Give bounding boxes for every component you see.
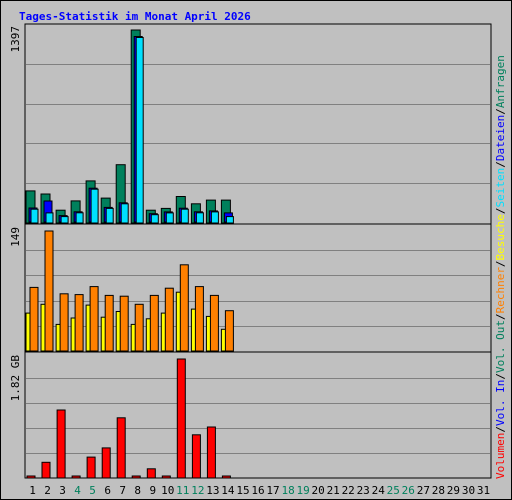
bar-rechner-7: [119, 295, 129, 352]
bar-rechner-13: [209, 294, 219, 352]
bar-volumen-6: [101, 447, 111, 479]
legend-entry: /: [494, 108, 507, 115]
bar-seiten-7: [120, 203, 129, 224]
bar-rechner-9: [149, 294, 159, 352]
x-tick-label: 14: [221, 484, 235, 497]
legend-entry: Vol. Out: [494, 320, 507, 373]
x-tick-label: 31: [477, 484, 490, 497]
x-tick-label: 19: [296, 484, 309, 497]
chart-title: Tages-Statistik im Monat April 2026: [19, 10, 251, 23]
legend-entry: /: [494, 373, 507, 380]
bar-rechner-3: [59, 293, 69, 352]
x-tick-label: 28: [432, 484, 445, 497]
x-tick-label: 30: [462, 484, 475, 497]
x-tick-label: 17: [266, 484, 279, 497]
bar-seiten-9: [150, 214, 159, 224]
bar-rechner-2: [44, 230, 54, 352]
bar-volumen-5: [86, 456, 96, 479]
bar-volumen-14: [221, 475, 231, 479]
legend-entry: Rechner: [494, 267, 507, 314]
x-tick-label: 6: [104, 484, 111, 497]
x-tick-label: 24: [372, 484, 386, 497]
bar-seiten-4: [75, 212, 84, 224]
bar-seiten-13: [210, 211, 219, 224]
y-max-label: 1397: [9, 26, 22, 53]
bar-rechner-12: [194, 286, 204, 352]
bar-volumen-4: [71, 475, 81, 479]
x-tick-label: 22: [342, 484, 355, 497]
x-tick-label: 3: [59, 484, 66, 497]
bar-rechner-10: [164, 287, 174, 352]
y-max-label: 149: [9, 227, 22, 247]
legend-entry: /: [494, 313, 507, 320]
bar-seiten-12: [195, 212, 204, 224]
x-tick-label: 8: [134, 484, 141, 497]
x-tick-label: 27: [417, 484, 430, 497]
x-tick-label: 25: [387, 484, 400, 497]
bar-rechner-1: [29, 286, 39, 352]
x-tick-label: 7: [119, 484, 126, 497]
x-tick-label: 16: [251, 484, 264, 497]
bar-seiten-14: [225, 216, 234, 224]
bar-seiten-11: [180, 208, 189, 224]
bar-seiten-10: [165, 212, 174, 224]
x-tick-label: 13: [206, 484, 219, 497]
legend-entry: Volumen: [494, 433, 507, 479]
bar-seiten-8: [135, 37, 144, 224]
x-tick-label: 23: [357, 484, 370, 497]
x-tick-label: 4: [74, 484, 81, 497]
bar-rechner-5: [89, 286, 99, 352]
x-tick-label: 21: [327, 484, 340, 497]
x-tick-label: 26: [402, 484, 415, 497]
bar-volumen-11: [176, 358, 186, 479]
legend-entry: /: [494, 161, 507, 168]
x-tick-label: 11: [176, 484, 189, 497]
x-tick-label: 5: [89, 484, 96, 497]
legend-entry: Seiten: [494, 168, 507, 208]
bar-seiten-1: [30, 208, 39, 224]
bar-seiten-6: [105, 207, 114, 224]
bar-seiten-3: [60, 216, 69, 224]
plot-border: [24, 23, 492, 479]
legend-entry: /: [494, 260, 507, 267]
bar-seiten-2: [45, 212, 54, 224]
bar-rechner-8: [134, 303, 144, 352]
x-tick-label: 29: [447, 484, 460, 497]
bar-volumen-2: [41, 461, 51, 479]
bar-rechner-11: [179, 264, 189, 352]
x-tick-label: 12: [191, 484, 204, 497]
legend-entry: Dateien: [494, 115, 507, 161]
bar-volumen-8: [131, 475, 141, 479]
y-max-label: 1.82 GB: [9, 355, 22, 402]
bar-volumen-13: [206, 426, 216, 479]
x-tick-label: 20: [311, 484, 324, 497]
bar-volumen-3: [56, 409, 66, 479]
legend-entry: /: [494, 426, 507, 433]
bar-rechner-6: [104, 294, 114, 352]
x-tick-label: 10: [161, 484, 174, 497]
bar-volumen-7: [116, 417, 126, 479]
legend-entry: Vol. In: [494, 380, 507, 426]
right-legend: Volumen/Vol. In/Vol. Out/Rechner/Besuche…: [494, 55, 507, 479]
bar-seiten-5: [90, 188, 99, 224]
bar-volumen-12: [191, 434, 201, 479]
x-tick-label: 1: [29, 484, 36, 497]
x-tick-label: 2: [44, 484, 51, 497]
bar-volumen-10: [161, 475, 171, 479]
x-tick-label: 15: [236, 484, 249, 497]
x-tick-label: 9: [149, 484, 156, 497]
bar-volumen-9: [146, 468, 156, 479]
bar-rechner-4: [74, 294, 84, 352]
x-tick-label: 18: [281, 484, 294, 497]
legend-entry: Anfragen: [494, 55, 507, 108]
legend-entry: Besuche: [494, 214, 507, 260]
bar-rechner-14: [224, 310, 234, 352]
bar-volumen-1: [26, 475, 36, 479]
legend-entry: /: [494, 207, 507, 214]
